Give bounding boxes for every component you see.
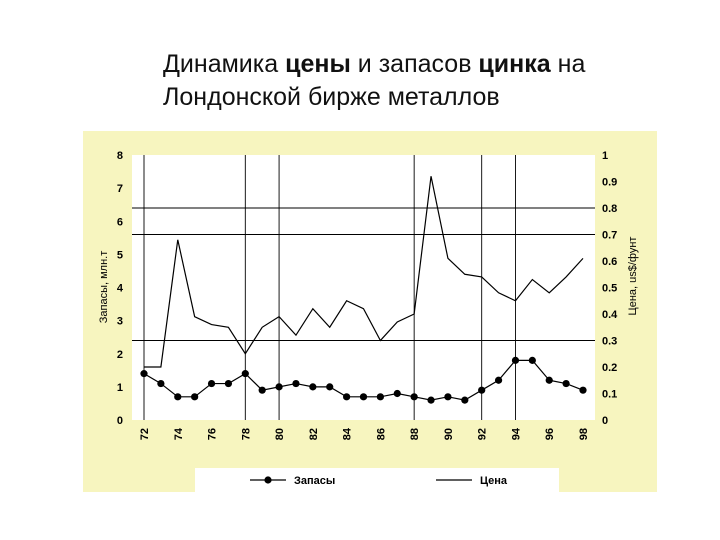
legend-stocks-label: Запасы (294, 475, 335, 487)
stocks-point (511, 356, 520, 364)
series-line-price (144, 176, 584, 368)
series-layer (140, 176, 587, 404)
y-right-tick-label: 0.6 (602, 256, 617, 268)
stocks-point (376, 393, 384, 401)
y-right-tick-label: 0.4 (602, 309, 618, 321)
y-right-tick-label: 1 (602, 150, 608, 162)
stocks-point (343, 393, 351, 401)
y-right-tick-label: 0.7 (602, 230, 617, 242)
y-right-tick-label: 0.5 (602, 283, 617, 295)
stocks-point (545, 376, 553, 384)
y-left-tick-label: 7 (117, 183, 123, 195)
y-left-tick-label: 6 (117, 216, 123, 228)
y-left-tick-label: 4 (117, 283, 124, 295)
y-right-axis-label: Цена, us$/фунт (627, 237, 639, 316)
stocks-point (174, 393, 182, 401)
y-left-tick-label: 2 (117, 349, 123, 361)
stocks-point (444, 393, 452, 401)
legend: Запасы Цена (250, 475, 508, 487)
stocks-point (393, 389, 401, 398)
x-tick-label: 94 (510, 427, 522, 440)
title-line-1: Динамика цены и запасов цинка на (163, 48, 683, 81)
stocks-point (157, 379, 165, 388)
x-tick-label: 86 (375, 428, 387, 440)
y-left-tick-label: 8 (117, 150, 123, 162)
stocks-point (562, 379, 570, 388)
stocks-point (309, 383, 317, 391)
y-right-tick-label: 0.2 (602, 362, 617, 374)
x-tick-label: 84 (342, 427, 354, 440)
stocks-point (427, 396, 435, 404)
x-tick-label: 80 (274, 428, 286, 440)
stocks-point (224, 379, 233, 388)
x-tick-label: 92 (477, 428, 489, 440)
stocks-point (494, 376, 503, 384)
title-part: Динамика (163, 50, 286, 78)
x-tick-label: 98 (578, 428, 590, 440)
title-part: цены (285, 50, 351, 78)
x-tick-label: 90 (443, 428, 455, 440)
y-right-tick-label: 0 (602, 415, 608, 427)
stocks-point (461, 396, 469, 404)
right-axis: 0 0.1 0.2 0.3 0.4 0.5 0.6 0.7 0.8 0.9 1 (602, 150, 618, 427)
y-right-tick-label: 0.3 (602, 336, 617, 348)
stocks-point (241, 370, 249, 378)
stocks-point (191, 393, 199, 401)
title-part: и запасов (350, 50, 479, 78)
legend-price-label: Цена (480, 475, 508, 487)
y-left-tick-label: 5 (117, 249, 123, 261)
stocks-point (292, 379, 300, 388)
x-tick-label: 72 (139, 428, 151, 440)
stocks-point (359, 393, 368, 401)
stocks-point (478, 386, 486, 394)
x-tick-label: 76 (207, 428, 219, 440)
left-axis: 0 1 2 3 4 5 6 7 8 (117, 150, 124, 427)
stocks-point (140, 370, 148, 378)
stocks-point (326, 383, 334, 391)
stocks-point (207, 379, 216, 388)
title-part: цинка (478, 50, 551, 78)
x-tick-label: 88 (409, 428, 421, 440)
stocks-point (258, 386, 266, 394)
x-axis: 72 74 76 78 80 82 84 86 88 90 92 94 96 98 (139, 427, 590, 440)
title-part: на (550, 50, 586, 78)
x-tick-label: 96 (544, 428, 556, 440)
x-tick-label: 78 (240, 428, 252, 440)
stocks-point (275, 383, 283, 391)
grid-lines (132, 155, 595, 420)
y-left-tick-label: 1 (117, 382, 123, 394)
x-tick-label: 74 (173, 427, 185, 440)
y-left-tick-label: 3 (117, 316, 123, 328)
y-right-tick-label: 0.8 (602, 203, 617, 215)
y-left-axis-label: Запасы, млн.т (98, 251, 110, 324)
stocks-point (528, 356, 536, 364)
plot-area (132, 155, 595, 420)
y-right-tick-label: 0.9 (602, 177, 617, 189)
x-tick-label: 82 (308, 428, 320, 440)
stocks-point (579, 386, 587, 394)
y-right-tick-label: 0.1 (602, 389, 617, 401)
y-left-tick-label: 0 (117, 415, 123, 427)
title-line-2: Лондонской бирже металлов (163, 83, 500, 111)
stocks-point (410, 393, 418, 401)
slide-title: Динамика цены и запасов цинка на Лондонс… (163, 48, 683, 114)
legend-stocks-marker (264, 476, 272, 484)
